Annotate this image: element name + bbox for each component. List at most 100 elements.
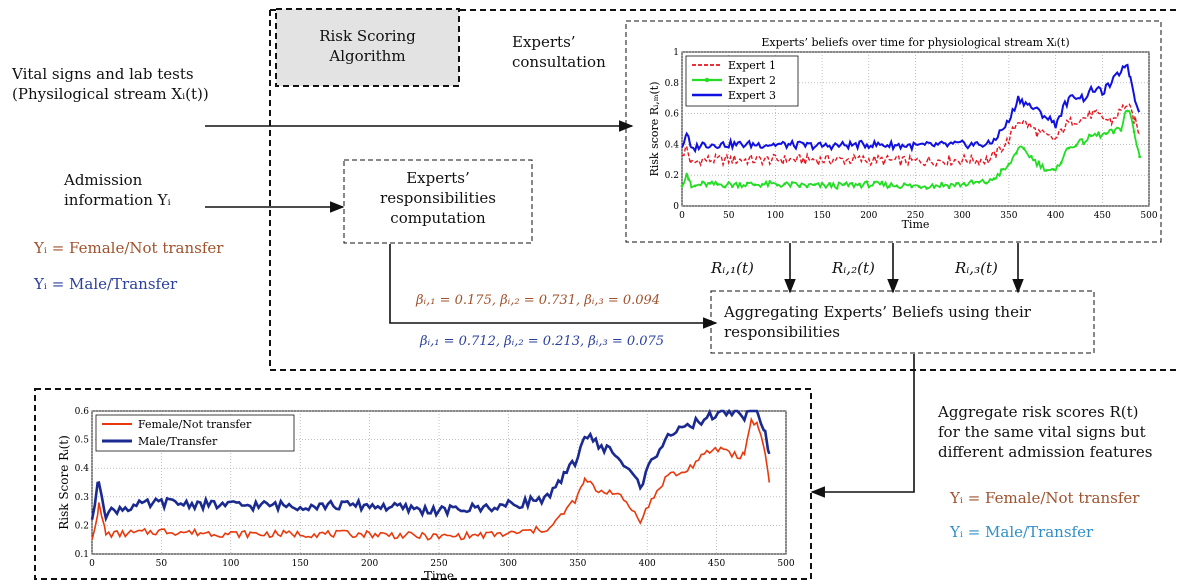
series-marker: [1067, 146, 1071, 150]
series-marker: [693, 184, 697, 188]
algorithm-title: Risk Scoring Algorithm: [280, 26, 455, 66]
series-marker: [1132, 130, 1136, 134]
legend-label: Male/Transfer: [138, 435, 218, 448]
series-marker: [738, 182, 742, 186]
series-marker: [775, 183, 779, 187]
chart-title: Experts’ beliefs over time for physiolog…: [761, 36, 1069, 49]
series-marker: [977, 180, 981, 184]
y-tick-label: 0: [673, 202, 679, 212]
series-marker: [753, 183, 757, 187]
y-axis-label: Risk score Rᵢ,ₘ(t): [648, 81, 661, 176]
y-axis-label: Risk Score Rᵢ(t): [57, 435, 71, 530]
x-tick-label: 200: [361, 559, 378, 569]
responsibilities-to-aggregate-arrow: [389, 244, 718, 329]
x-axis-label: Time: [902, 218, 930, 231]
risk-label-expert1: Rᵢ,₁(t): [711, 259, 754, 277]
aggregating-line2: responsibilities: [724, 323, 840, 341]
x-axis-label: Time: [424, 569, 454, 583]
aggregate-output-arrow: [810, 354, 915, 498]
series-marker: [925, 186, 929, 190]
vital-signs-label: Vital signs and lab tests (Physilogical …: [12, 64, 209, 104]
series-marker: [985, 181, 988, 185]
legend-label: Female/Not transfer: [138, 418, 252, 431]
x-tick-label: 400: [639, 559, 656, 569]
x-tick-label: 0: [89, 559, 95, 569]
y-male-label: Yᵢ = Male/Transfer: [34, 275, 178, 293]
x-tick-label: 150: [292, 559, 309, 569]
y-female-label: Yᵢ = Female/Not transfer: [34, 239, 224, 257]
admission-label: Admission information Yᵢ: [64, 170, 171, 210]
x-tick-label: 500: [777, 559, 794, 569]
consultation-line1: Experts’: [512, 33, 576, 51]
right-y-male-label: Yᵢ = Male/Transfer: [950, 523, 1094, 541]
series-marker: [865, 180, 869, 184]
y-tick-label: 0.1: [75, 550, 89, 560]
series-marker: [947, 186, 951, 190]
y-tick-label: 0.8: [665, 79, 680, 89]
series-marker: [790, 181, 794, 184]
y-tick-label: 0.6: [75, 407, 90, 417]
series-marker: [880, 180, 884, 184]
series-marker: [1022, 147, 1026, 150]
algorithm-title-line1: Risk Scoring: [319, 27, 416, 45]
legend-label: Expert 2: [728, 74, 776, 87]
x-tick-label: 250: [430, 559, 447, 569]
legend-box: [95, 414, 295, 452]
series-marker: [835, 186, 839, 190]
x-tick-label: 250: [907, 211, 924, 221]
series-marker: [910, 185, 914, 189]
series-marker: [783, 182, 787, 186]
x-tick-label: 350: [1000, 211, 1017, 221]
x-tick-label: 200: [860, 211, 877, 221]
series-marker: [970, 179, 973, 183]
x-tick-label: 400: [1047, 211, 1064, 221]
beta-female-values: βᵢ,₁ = 0.175, βᵢ,₂ = 0.731, βᵢ,₃ = 0.094: [416, 293, 661, 308]
series-marker: [1089, 134, 1093, 138]
x-tick-label: 100: [767, 211, 784, 221]
series-marker: [962, 181, 966, 185]
admission-line1: Admission: [64, 171, 143, 189]
series-marker: [917, 185, 921, 189]
x-tick-label: 50: [723, 211, 735, 221]
algorithm-title-line2: Algorithm: [329, 47, 406, 65]
x-tick-label: 350: [569, 559, 586, 569]
series-marker: [798, 185, 802, 188]
x-tick-label: 50: [156, 559, 168, 569]
x-tick-label: 450: [708, 559, 725, 569]
y-tick-label: 0.2: [75, 521, 89, 531]
x-tick-label: 500: [1140, 211, 1157, 221]
series-marker: [745, 181, 749, 185]
series-marker: [708, 182, 712, 185]
y-tick-label: 0.6: [665, 110, 680, 120]
series-marker: [887, 185, 891, 188]
series-marker: [1044, 169, 1048, 172]
series-marker: [873, 180, 876, 184]
series-marker: [731, 185, 734, 189]
y-tick-label: 1: [673, 48, 679, 58]
series-marker: [1112, 131, 1115, 135]
responsibilities-line3: computation: [390, 209, 486, 227]
aggregate-chart-frame: [34, 388, 812, 580]
right-y-female-label: Yᵢ = Female/Not transfer: [950, 489, 1140, 507]
x-tick-label: 300: [954, 211, 971, 221]
series-marker: [1007, 162, 1011, 166]
series-marker: [1052, 168, 1056, 171]
series-marker: [723, 185, 727, 189]
series-marker: [805, 185, 809, 189]
series-marker: [902, 182, 906, 186]
series-marker: [843, 182, 846, 186]
algorithm-title-box: [275, 8, 460, 87]
aggregate-description: Aggregate risk scores R(t) for the same …: [938, 402, 1152, 462]
series-marker: [1059, 161, 1063, 165]
series-marker: [992, 177, 996, 181]
x-tick-label: 0: [679, 211, 685, 221]
series-line-1: [91, 416, 771, 541]
y-tick-label: 0.5: [75, 436, 90, 446]
aggregate-line3: different admission features: [938, 443, 1153, 461]
series-marker: [1037, 160, 1041, 164]
x-tick-label: 100: [222, 559, 239, 569]
series-marker: [955, 181, 958, 185]
experts-consultation-label: Experts’ consultation: [512, 32, 606, 72]
series-marker: [820, 181, 824, 185]
